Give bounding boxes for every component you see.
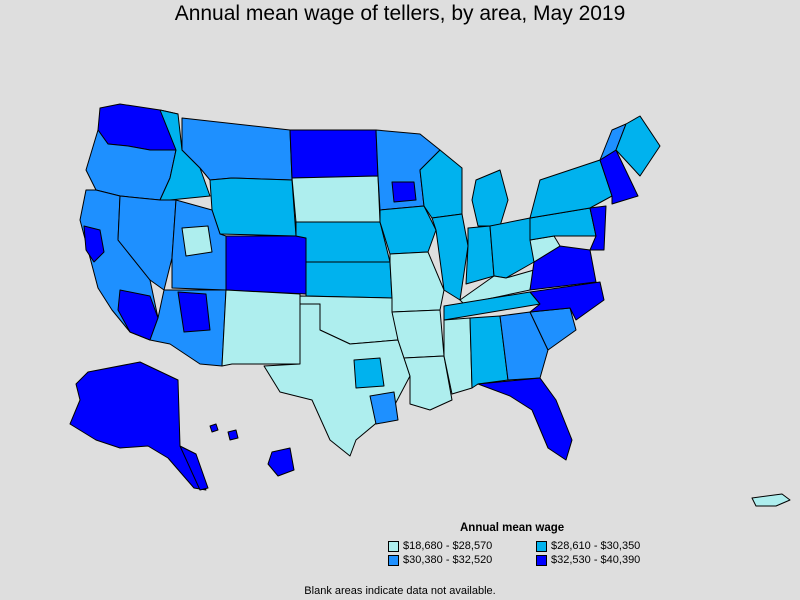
legend-swatch [536,554,547,566]
legend-item: $28,610 - $30,350 [536,540,666,552]
region-texas-gulf[interactable] [369,391,399,425]
region-mississippi[interactable] [443,317,473,395]
region-maine[interactable] [615,115,661,177]
region-wyoming[interactable] [209,177,297,237]
region-indiana[interactable] [465,225,495,285]
legend-item: $32,530 - $40,390 [536,554,666,566]
region-nevada[interactable] [117,195,177,291]
region-nebraska[interactable] [295,221,391,263]
region-michigan[interactable] [471,169,509,227]
region-texas-metro[interactable] [353,357,385,389]
legend-swatch [388,540,399,552]
region-florida[interactable] [477,377,573,461]
region-hawaii-big[interactable] [267,447,295,477]
region-north-dakota[interactable] [289,129,379,179]
legend-grid: $18,680 - $28,570 $28,610 - $30,350 $30,… [388,540,668,566]
region-california-bay[interactable] [83,225,105,263]
region-alabama[interactable] [469,315,509,389]
region-hawaii-2[interactable] [227,429,239,441]
region-utah-metro[interactable] [181,225,213,257]
region-colorado[interactable] [225,235,307,295]
region-new-mexico[interactable] [221,289,301,367]
region-missouri[interactable] [389,251,445,313]
region-alaska[interactable] [69,361,207,491]
legend-title: Annual mean wage [460,522,565,534]
legend-item: $18,680 - $28,570 [388,540,536,552]
legend: Annual mean wage $18,680 - $28,570 $28,6… [388,522,668,566]
legend-item: $30,380 - $32,520 [388,554,536,566]
region-texas[interactable] [263,303,411,457]
legend-label: $32,530 - $40,390 [551,554,641,566]
region-idaho[interactable] [159,109,211,201]
legend-label: $18,680 - $28,570 [403,540,493,552]
region-puerto-rico[interactable] [751,493,791,507]
region-minnesota-metro[interactable] [391,181,417,203]
legend-label: $28,610 - $30,350 [551,540,641,552]
footnote: Blank areas indicate data not available. [304,585,496,597]
legend-swatch [388,554,399,566]
region-hawaii-1[interactable] [209,423,219,433]
map-title: Annual mean wage of tellers, by area, Ma… [174,2,626,25]
region-kansas[interactable] [305,261,393,299]
region-iowa[interactable] [379,205,437,255]
region-georgia[interactable] [499,311,549,381]
legend-label: $30,380 - $32,520 [403,554,493,566]
region-new-jersey-maryland[interactable] [589,205,607,251]
legend-swatch [536,540,547,552]
region-north-carolina[interactable] [529,281,605,321]
region-alaska-southeast[interactable] [179,445,209,491]
region-south-dakota[interactable] [291,175,381,223]
region-new-york[interactable] [529,159,613,219]
region-ohio[interactable] [489,217,535,279]
region-arizona-metro[interactable] [177,291,211,333]
region-louisiana[interactable] [403,355,453,411]
